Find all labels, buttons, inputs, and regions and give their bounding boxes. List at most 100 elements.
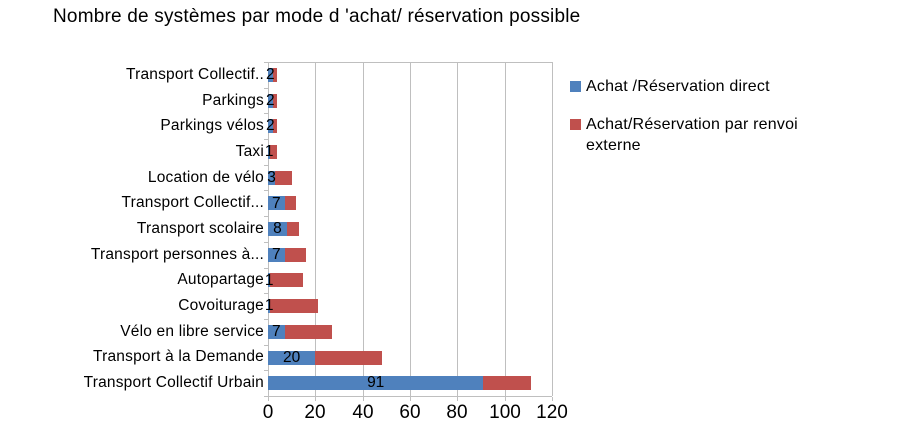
y-axis-tick <box>264 88 268 89</box>
bar-segment-renvoi-externe <box>270 273 304 288</box>
bar-row: 8 <box>268 221 299 237</box>
bar-segment-renvoi-externe <box>272 67 278 82</box>
bar-row: 7 <box>268 323 332 341</box>
bar-row: 7 <box>268 194 297 212</box>
y-axis-tick <box>264 139 268 140</box>
y-axis-category-label: Taxi <box>235 142 264 160</box>
x-axis-tick-label: 20 <box>304 402 326 423</box>
bar-segment-achat-direct <box>268 324 285 339</box>
x-axis-tick <box>363 397 364 401</box>
legend-label-direct: Achat /Réservation direct <box>586 78 770 95</box>
x-axis-tick-label: 80 <box>446 402 468 423</box>
x-axis-tick <box>457 397 458 401</box>
bar-segment-achat-direct <box>268 350 316 365</box>
bar-data-label: 20 <box>283 348 301 366</box>
bar-segment-renvoi-externe <box>270 144 278 159</box>
bar-segment-achat-direct <box>268 273 271 288</box>
bar-data-label: 7 <box>271 245 281 263</box>
x-axis-tick-label: 40 <box>352 402 374 423</box>
legend-item-renvoi-externe: Achat/Réservation par renvoi externe <box>570 114 882 156</box>
bar-segment-renvoi-externe <box>275 170 292 185</box>
y-axis-category-label: Transport personnes à... <box>90 245 264 263</box>
y-axis-category-label: Autopartage <box>177 271 264 289</box>
legend: Achat /Réservation direct Achat/Réservat… <box>570 76 882 173</box>
bar-segment-renvoi-externe <box>272 93 278 108</box>
bar-segment-renvoi-externe <box>284 247 306 262</box>
y-axis-tick <box>264 370 268 371</box>
x-axis-tick-label: 120 <box>536 402 568 423</box>
x-axis-tick <box>505 397 506 401</box>
bar-row: 20 <box>268 348 382 366</box>
bar-row: 91 <box>268 374 531 392</box>
x-axis-tick <box>552 397 553 401</box>
y-axis-tick <box>264 345 268 346</box>
y-axis-tick <box>264 62 268 63</box>
gridline <box>410 62 411 396</box>
y-axis-tick <box>264 268 268 269</box>
bar-data-label: 2 <box>266 91 275 109</box>
y-axis-tick <box>264 165 268 166</box>
y-axis-tick <box>264 190 268 191</box>
bar-data-label: 2 <box>266 66 275 84</box>
x-axis-tick-label: 0 <box>262 402 274 423</box>
y-axis-category-label: Transport à la Demande <box>93 348 264 366</box>
bar-row: 2 <box>266 91 278 109</box>
chart-title: Nombre de systèmes par mode d 'achat/ ré… <box>53 6 581 27</box>
bar-row: 2 <box>266 66 278 84</box>
x-axis-tick <box>410 397 411 401</box>
bar-data-label: 1 <box>264 297 274 315</box>
gridline <box>505 62 506 396</box>
x-axis-tick <box>315 397 316 401</box>
legend-swatch-direct-icon <box>570 81 581 92</box>
bar-segment-achat-direct <box>268 119 273 134</box>
gridline <box>315 62 316 396</box>
y-axis-tick <box>264 396 268 397</box>
gridline <box>363 62 364 396</box>
gridline <box>457 62 458 396</box>
bar-segment-achat-direct <box>268 144 271 159</box>
y-axis-tick <box>264 293 268 294</box>
bar-segment-renvoi-externe <box>284 324 332 339</box>
bar-data-label: 7 <box>271 323 281 341</box>
x-axis-tick <box>268 397 269 401</box>
bar-segment-achat-direct <box>268 299 271 314</box>
bar-segment-renvoi-externe <box>483 376 531 391</box>
bar-data-label: 7 <box>271 194 281 212</box>
y-axis-category-label: Location de vélo <box>147 168 264 186</box>
bar-data-label: 91 <box>367 374 385 392</box>
y-axis-tick <box>264 242 268 243</box>
y-axis-category-label: Parkings vélos <box>160 117 264 135</box>
bar-segment-renvoi-externe <box>284 196 297 211</box>
x-axis-tick-label: 60 <box>399 402 421 423</box>
bar-segment-renvoi-externe <box>272 119 278 134</box>
y-axis-category-label: Transport Collectif... <box>121 194 264 212</box>
bar-row: 3 <box>267 170 292 185</box>
y-axis-category-label: Transport Collectif Urbain <box>83 374 264 392</box>
y-axis-category-label: Transport Collectif.. <box>125 65 264 83</box>
legend-label-renvoi: Achat/Réservation par renvoi externe <box>586 116 798 154</box>
bar-row: 1 <box>264 297 318 315</box>
bar-row: 1 <box>264 143 278 161</box>
bar-segment-achat-direct <box>268 93 273 108</box>
y-axis-category-label: Transport scolaire <box>136 220 264 238</box>
bar-data-label: 1 <box>264 143 274 161</box>
bar-segment-achat-direct <box>268 67 273 82</box>
bar-segment-achat-direct <box>268 247 285 262</box>
y-axis-tick <box>264 319 268 320</box>
gridline <box>552 62 553 396</box>
bar-segment-achat-direct <box>268 222 287 236</box>
y-axis-tick <box>264 113 268 114</box>
bar-row: 7 <box>268 245 306 263</box>
bar-segment-achat-direct <box>268 376 484 391</box>
bar-data-label: 2 <box>266 117 275 135</box>
y-axis-category-label: Parkings <box>202 91 264 109</box>
x-axis-line <box>268 396 552 397</box>
bar-row: 1 <box>265 272 304 288</box>
legend-item-direct: Achat /Réservation direct <box>570 76 882 97</box>
bar-segment-achat-direct <box>268 170 276 185</box>
plot-area: 2 2 2 1 3 7 8 7 1 1 7 20 91 <box>264 62 553 401</box>
bar-segment-renvoi-externe <box>286 222 299 236</box>
bar-segment-achat-direct <box>268 196 285 211</box>
y-axis-category-label: Covoiturage <box>178 297 264 315</box>
